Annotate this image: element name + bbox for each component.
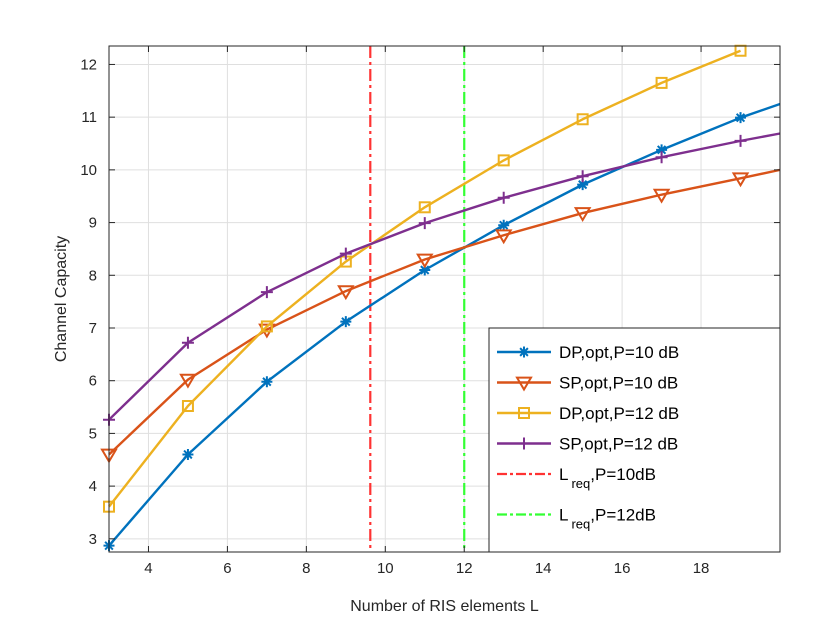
series-line [108, 132, 781, 421]
data-point [260, 320, 273, 333]
legend-entry: DP,opt,P=12 dB [497, 404, 679, 423]
data-point [182, 448, 194, 460]
data-point [655, 76, 668, 89]
legend-marker [515, 376, 533, 392]
data-point [497, 191, 510, 204]
x-tick-label: 16 [614, 560, 631, 577]
y-tick-label: 7 [89, 320, 97, 337]
data-point [734, 134, 747, 147]
data-point [735, 112, 747, 124]
data-point [573, 207, 592, 223]
legend-box [488, 327, 781, 553]
legend-entry: SP,opt,P=10 dB [497, 374, 678, 393]
requirement-lines [369, 46, 466, 552]
data-point [498, 219, 510, 231]
y-tick-label: 12 [80, 56, 97, 73]
y-tick-label: 10 [80, 162, 97, 179]
data-point [337, 285, 355, 301]
data-point [652, 188, 671, 204]
data-point [181, 399, 194, 412]
legend-label: DP,opt,P=12 dB [559, 404, 679, 423]
y-tick-label: 9 [89, 215, 97, 232]
data-point [497, 154, 510, 167]
x-tick-label: 12 [456, 560, 473, 577]
series-line [108, 168, 781, 456]
legend-marker [518, 437, 530, 450]
legend-label: DP,opt,P=10 dB [559, 343, 679, 362]
data-point [340, 316, 352, 328]
data-point [576, 170, 589, 183]
data-point [576, 113, 589, 126]
x-tick-label: 10 [377, 560, 394, 577]
data-point [261, 376, 273, 388]
data-series [100, 44, 781, 552]
legend-entry: SP,opt,P=12 dB [497, 435, 678, 454]
x-tick-label: 14 [535, 560, 552, 577]
data-point [416, 253, 434, 269]
x-tick-label: 6 [223, 560, 231, 577]
data-point [260, 286, 273, 299]
legend-entry: DP,opt,P=10 dB [497, 343, 679, 362]
data-point [418, 217, 431, 230]
data-point [181, 336, 194, 349]
y-tick-label: 3 [89, 531, 97, 548]
data-point [339, 247, 352, 260]
legend: DP,opt,P=10 dB SP,opt,P=10 dB DP,opt,P=12 … [488, 327, 781, 553]
x-tick-label: 18 [693, 560, 710, 577]
x-tick-label: 4 [144, 560, 152, 577]
data-point [179, 373, 197, 389]
data-point [655, 151, 668, 164]
data-point [419, 264, 431, 276]
plot-frame [108, 45, 781, 553]
data-point [656, 144, 668, 156]
x-axis-label: Number of RIS elements L [350, 598, 539, 615]
legend-label: SP,opt,P=10 dB [559, 374, 678, 393]
data-point [418, 201, 431, 214]
y-tick-label: 11 [81, 109, 97, 126]
data-point [577, 179, 589, 191]
series-line [108, 49, 741, 508]
y-tick-label: 6 [89, 373, 97, 390]
y-axis-label: Channel Capacity [53, 236, 70, 362]
y-tick-label: 5 [89, 425, 97, 442]
legend-label: SP,opt,P=12 dB [559, 435, 678, 454]
series-sp-opt-p-10-db [100, 168, 781, 464]
y-tick-label: 4 [89, 478, 97, 495]
axis-ticks: 4 6 8 10 12 14 16 18 3 4 5 6 7 8 9 10 11 12 [80, 46, 780, 577]
y-tick-label: 8 [89, 267, 97, 284]
data-point [731, 172, 750, 188]
x-tick-label: 8 [302, 560, 310, 577]
legend-marker [518, 346, 530, 358]
legend-marker [518, 407, 530, 419]
data-point [494, 229, 513, 245]
